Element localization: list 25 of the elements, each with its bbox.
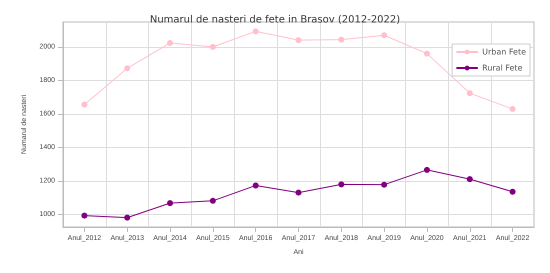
point	[381, 182, 388, 188]
point	[424, 166, 430, 173]
point	[124, 214, 130, 221]
legend-label: Rural Fete	[482, 64, 523, 72]
point	[338, 181, 344, 188]
point	[466, 90, 473, 96]
point	[81, 102, 88, 108]
point	[296, 190, 302, 196]
point	[81, 212, 88, 219]
point	[510, 188, 516, 195]
point	[381, 32, 388, 38]
point	[252, 28, 259, 34]
point	[424, 50, 430, 57]
point	[510, 106, 516, 112]
point	[124, 65, 130, 72]
point	[338, 36, 344, 43]
chart-title: Numarul de nasteri de fete in Brasov (2012-2022)	[150, 14, 400, 26]
point	[466, 176, 473, 182]
point	[296, 37, 302, 44]
point	[252, 182, 259, 189]
point	[167, 40, 174, 46]
point	[210, 44, 216, 50]
point	[210, 198, 216, 204]
legend-label: Urban Fete	[482, 48, 526, 56]
point	[167, 200, 174, 206]
